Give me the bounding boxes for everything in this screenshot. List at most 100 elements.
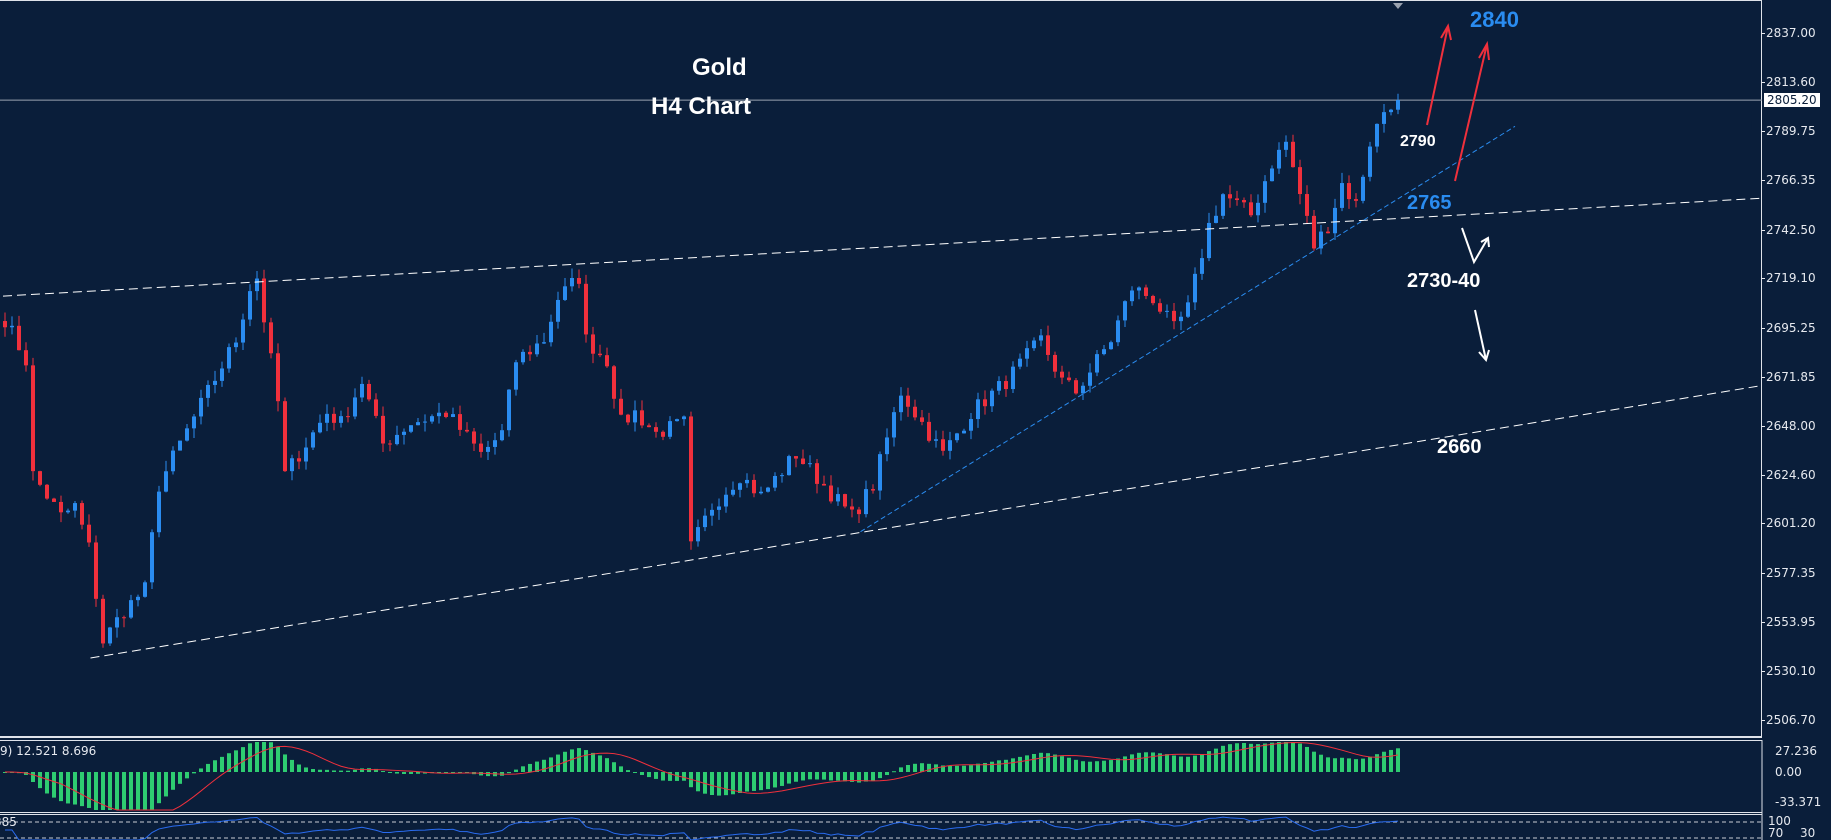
macd-histogram-bar [192, 772, 196, 774]
macd-histogram-bar [1354, 759, 1358, 772]
price-axis-tick: 2648.00 [1761, 419, 1816, 434]
candle-body [843, 494, 847, 507]
macd-histogram-bar [731, 772, 735, 795]
macd-histogram-bar [878, 772, 882, 779]
candle-body [1151, 295, 1155, 304]
macd-histogram-bar [1144, 752, 1148, 772]
chart-title-timeframe: H4 Chart [651, 93, 752, 120]
candle-body [1375, 123, 1379, 147]
candle-body [521, 351, 525, 363]
candle-body [472, 431, 476, 444]
macd-histogram-bar [983, 762, 987, 772]
macd-histogram-bar [899, 767, 903, 772]
macd-histogram-bar [717, 772, 721, 796]
macd-histogram-bar [941, 765, 945, 772]
candle-body [780, 475, 784, 477]
candle-body [1011, 366, 1015, 390]
macd-histogram-bar [885, 772, 889, 776]
candle-body [220, 368, 224, 381]
candle-body [661, 431, 665, 437]
candle-body [416, 422, 420, 426]
macd-histogram-bar [290, 759, 294, 772]
macd-histogram-bar [332, 770, 336, 772]
macd-histogram-bar [255, 742, 259, 772]
macd-histogram-bar [1242, 742, 1246, 772]
candle-body [696, 527, 700, 542]
candle-body [1298, 167, 1302, 195]
candle-body [542, 342, 546, 344]
macd-histogram-bar [801, 772, 805, 781]
candle-body [626, 414, 630, 423]
candle-body [178, 440, 182, 451]
candle-body [381, 415, 385, 444]
candle-body [297, 458, 301, 462]
candle-body [465, 429, 469, 432]
candle-body [1067, 377, 1071, 381]
macd-histogram-bar [1004, 759, 1008, 772]
macd-histogram-bar [325, 769, 329, 772]
candle-body [318, 422, 322, 433]
macd-histogram-bar [388, 772, 392, 773]
candle-body [1186, 302, 1190, 317]
candle-body [276, 353, 280, 402]
candle-body [1361, 176, 1365, 201]
macd-histogram-bar [199, 768, 203, 772]
macd-histogram-bar [1018, 756, 1022, 772]
macd-histogram-bar [990, 761, 994, 772]
macd-histogram-bar [1130, 754, 1134, 772]
price-chart[interactable] [0, 0, 1762, 738]
candle-body [703, 515, 707, 528]
candle-body [577, 278, 581, 284]
candle-body [150, 532, 154, 583]
red-arrow-up-icon [1426, 25, 1449, 126]
candle-body [878, 454, 882, 491]
macd-histogram-bar [1039, 752, 1043, 772]
macd-histogram-bar [1116, 758, 1120, 772]
panel-divider [0, 814, 1762, 815]
macd-label: 9) 12.521 8.696 [0, 744, 97, 758]
candle-body [500, 430, 504, 441]
panel-divider [0, 740, 1762, 741]
macd-histogram-bar [969, 765, 973, 772]
macd-histogram-bar [1193, 755, 1197, 772]
macd-histogram-bar [752, 772, 756, 791]
macd-histogram-bar [871, 772, 875, 781]
macd-histogram-bar [997, 760, 1001, 772]
macd-histogram-bar [864, 772, 868, 782]
candle-body [1291, 141, 1295, 168]
macd-histogram-bar [1256, 744, 1260, 772]
candle-body [997, 381, 1001, 391]
macd-histogram-bar [1186, 756, 1190, 772]
candle-body [1382, 112, 1386, 124]
macd-histogram-bar [395, 772, 399, 774]
candle-body [129, 600, 133, 618]
candle-body [1060, 371, 1064, 378]
macd-histogram-bar [38, 772, 42, 789]
candle-body [1074, 380, 1078, 394]
macd-histogram-bar [962, 765, 966, 772]
macd-histogram-bar [269, 742, 273, 772]
price-axis-tick: 2601.20 [1761, 516, 1816, 531]
price-axis-tick: 2789.75 [1761, 124, 1816, 139]
candle-body [269, 322, 273, 354]
candle-body [507, 389, 511, 431]
macd-histogram-bar [1361, 758, 1365, 772]
candle-body [437, 412, 441, 417]
candle-body [871, 489, 875, 491]
macd-histogram-bar [521, 766, 525, 772]
macd-histogram-bar [1319, 754, 1323, 772]
annotation-2840: 2840 [1470, 7, 1519, 32]
trendline-lower-support [90, 385, 1763, 659]
price-axis-tick: 2506.70 [1761, 713, 1816, 727]
price-axis-tick: 2766.35 [1761, 172, 1816, 187]
candle-body [17, 325, 21, 351]
candle-body [1109, 342, 1113, 350]
candle-body [339, 416, 343, 423]
candle-body [717, 506, 721, 510]
panel-divider [0, 812, 1762, 813]
candle-body [374, 399, 378, 416]
macd-histogram-bar [626, 770, 630, 772]
rsi-tick-30: 30 [1800, 826, 1816, 840]
macd-histogram-bar [479, 772, 483, 776]
macd-histogram-bar [1228, 744, 1232, 772]
